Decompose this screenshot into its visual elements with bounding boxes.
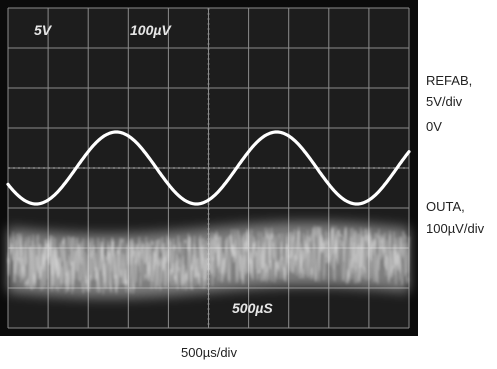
outa-noise-trace bbox=[7, 225, 410, 294]
ch2-scale-readout: 100µV bbox=[130, 22, 172, 38]
oscilloscope-screen: 5V 100µV 500µS bbox=[0, 0, 418, 336]
refab-channel-label: REFAB, bbox=[426, 73, 473, 88]
outa-scale-label: 100µV/div bbox=[426, 221, 485, 236]
ch1-scale-readout: 5V bbox=[34, 22, 53, 38]
outa-trace bbox=[7, 222, 410, 298]
timebase-readout: 500µS bbox=[232, 300, 273, 316]
timebase-label: 500µs/div bbox=[181, 345, 237, 360]
outa-noise-trace bbox=[7, 226, 410, 294]
refab-scale-label: 5V/div bbox=[426, 94, 463, 109]
outa-channel-label: OUTA, bbox=[426, 199, 465, 214]
refab-zero-label: 0V bbox=[426, 119, 442, 134]
refab-trace bbox=[6, 130, 411, 206]
